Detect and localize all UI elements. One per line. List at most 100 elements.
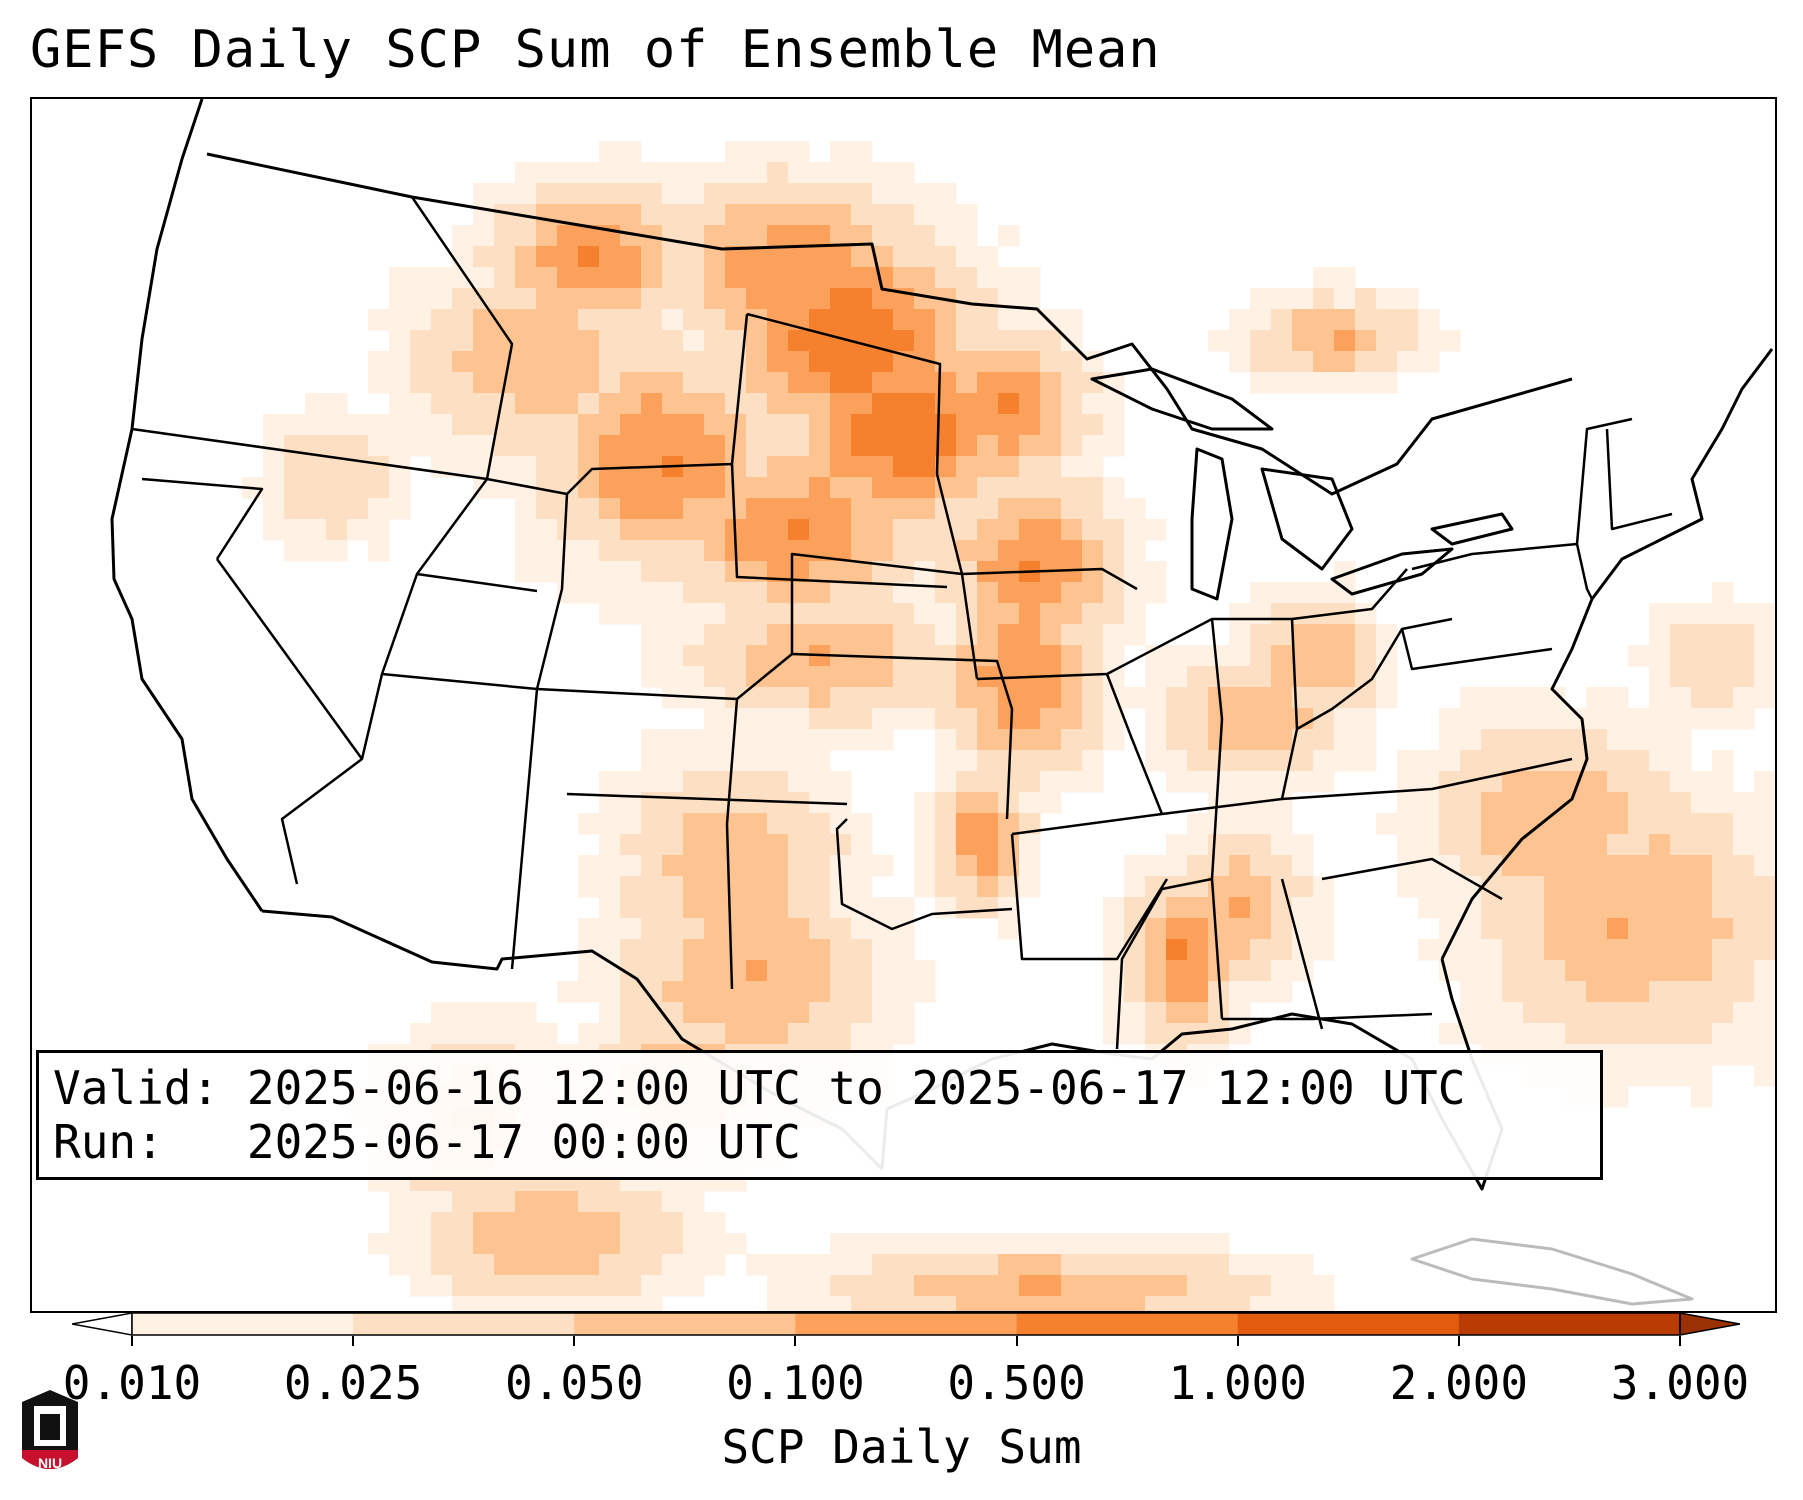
scp-cell bbox=[1502, 750, 1524, 772]
scp-cell bbox=[1628, 834, 1650, 856]
scp-cell bbox=[1103, 393, 1125, 415]
scp-cell bbox=[1565, 1023, 1587, 1045]
scp-cell bbox=[788, 603, 810, 625]
scp-cell bbox=[1250, 624, 1272, 646]
scp-cell bbox=[683, 1254, 705, 1276]
scp-cell bbox=[641, 1296, 663, 1311]
scp-cell bbox=[998, 267, 1020, 289]
scp-cell bbox=[893, 225, 915, 247]
scp-cell bbox=[1523, 771, 1545, 793]
scp-cell bbox=[956, 540, 978, 562]
scp-cell bbox=[1418, 771, 1440, 793]
scp-cell bbox=[1292, 750, 1314, 772]
scp-cell bbox=[872, 393, 894, 415]
scp-cell bbox=[956, 204, 978, 226]
scp-cell bbox=[1271, 750, 1293, 772]
scp-cell bbox=[1607, 1065, 1629, 1087]
scp-cell bbox=[599, 477, 621, 499]
scp-cell bbox=[536, 246, 558, 268]
scp-cell bbox=[1502, 855, 1524, 877]
scp-cell bbox=[641, 582, 663, 604]
scp-cell bbox=[746, 1254, 768, 1276]
scp-cell bbox=[1250, 960, 1272, 982]
scp-cell bbox=[1145, 1233, 1167, 1255]
scp-cell bbox=[914, 183, 936, 205]
scp-cell bbox=[1187, 687, 1209, 709]
scp-cell bbox=[1229, 330, 1251, 352]
scp-cell bbox=[893, 183, 915, 205]
scp-cell bbox=[872, 708, 894, 730]
scp-cell bbox=[893, 1233, 915, 1255]
scp-cell bbox=[746, 855, 768, 877]
scp-cell bbox=[620, 603, 642, 625]
scp-cell bbox=[1229, 960, 1251, 982]
scp-cell bbox=[641, 666, 663, 688]
scp-cell bbox=[1040, 1275, 1062, 1297]
scp-cell bbox=[1607, 981, 1629, 1003]
scp-cell bbox=[1061, 729, 1083, 751]
scp-cell bbox=[389, 309, 411, 331]
scp-cell bbox=[1607, 918, 1629, 940]
scp-cell bbox=[620, 1002, 642, 1024]
scp-cell bbox=[914, 834, 936, 856]
scp-cell bbox=[1397, 876, 1419, 898]
scp-cell bbox=[788, 897, 810, 919]
scp-cell bbox=[599, 1212, 621, 1234]
scp-cell bbox=[515, 414, 537, 436]
scp-cell bbox=[641, 498, 663, 520]
scp-cell bbox=[662, 855, 684, 877]
scp-cell bbox=[1061, 750, 1083, 772]
scp-cell bbox=[494, 393, 516, 415]
scp-cell bbox=[977, 309, 999, 331]
scp-cell bbox=[1460, 834, 1482, 856]
scp-cell bbox=[914, 813, 936, 835]
scp-cell bbox=[620, 1233, 642, 1255]
scp-cell bbox=[1250, 687, 1272, 709]
scp-cell bbox=[956, 267, 978, 289]
scp-cell bbox=[914, 414, 936, 436]
scp-cell bbox=[1523, 1023, 1545, 1045]
scp-cell bbox=[872, 309, 894, 331]
scp-cell bbox=[1502, 729, 1524, 751]
scp-cell bbox=[893, 708, 915, 730]
scp-cell bbox=[872, 414, 894, 436]
scp-cell bbox=[1082, 750, 1104, 772]
scp-cell bbox=[1229, 750, 1251, 772]
scp-cell bbox=[1019, 540, 1041, 562]
scp-cell bbox=[1565, 834, 1587, 856]
scp-cell bbox=[284, 414, 306, 436]
scp-cell bbox=[1040, 645, 1062, 667]
scp-cell bbox=[725, 834, 747, 856]
scp-cell bbox=[767, 918, 789, 940]
scp-cell bbox=[1691, 603, 1713, 625]
scp-cell bbox=[1208, 729, 1230, 751]
scp-cell bbox=[830, 330, 852, 352]
scp-cell bbox=[725, 939, 747, 961]
scp-cell bbox=[1250, 834, 1272, 856]
scp-cell bbox=[872, 204, 894, 226]
scp-cell bbox=[788, 939, 810, 961]
scp-cell bbox=[725, 918, 747, 940]
scp-cell bbox=[536, 561, 558, 583]
scp-cell bbox=[1040, 372, 1062, 394]
scp-cell bbox=[578, 414, 600, 436]
scp-cell bbox=[893, 1275, 915, 1297]
state-lines bbox=[131, 196, 1673, 1050]
scp-cell bbox=[977, 1254, 999, 1276]
scp-cell bbox=[872, 372, 894, 394]
scp-cell bbox=[1187, 729, 1209, 751]
scp-cell bbox=[578, 1254, 600, 1276]
scp-cell bbox=[1649, 855, 1671, 877]
scp-cell bbox=[1691, 1044, 1713, 1066]
scp-cell bbox=[662, 834, 684, 856]
scp-cell bbox=[1523, 918, 1545, 940]
scp-cell bbox=[977, 435, 999, 457]
scp-cell bbox=[662, 687, 684, 709]
scp-cell bbox=[578, 519, 600, 541]
scp-cell bbox=[389, 267, 411, 289]
scp-cell bbox=[767, 183, 789, 205]
scp-cell bbox=[746, 372, 768, 394]
scp-cell bbox=[872, 939, 894, 961]
scp-cell bbox=[1124, 603, 1146, 625]
scp-cell bbox=[599, 582, 621, 604]
